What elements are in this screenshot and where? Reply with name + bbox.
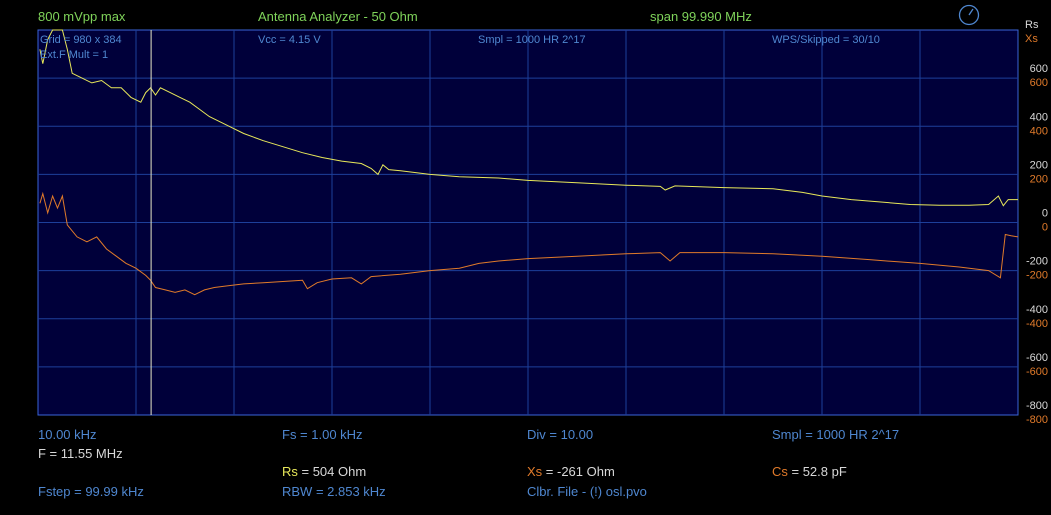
rs-tick-label: 400 <box>1030 111 1048 123</box>
rs-tick-label: -400 <box>1026 304 1048 316</box>
cs-readout-value: = 52.8 pF <box>787 464 847 479</box>
level-label: 800 mVpp max <box>38 9 126 24</box>
trace-xs <box>39 191 1019 296</box>
grid-size-readout: Grid = 980 x 384 <box>40 34 122 46</box>
span-label: span 99.990 MHz <box>650 9 752 24</box>
start-frequency: 10.00 kHz <box>38 427 97 442</box>
div-readout: Div = 10.00 <box>527 427 594 442</box>
rs-tick-label: 200 <box>1030 159 1048 171</box>
traces <box>39 29 1019 415</box>
xs-tick-label: 400 <box>1030 125 1048 137</box>
window-title: Antenna Analyzer - 50 Ohm <box>258 9 418 24</box>
plot-grid <box>38 30 1018 415</box>
rs-readout-label: Rs <box>282 464 298 479</box>
sample-readout: Smpl = 1000 HR 2^17 <box>478 34 586 46</box>
fs-readout: Fs = 1.00 kHz <box>282 427 363 442</box>
rs-tick-label: -800 <box>1026 400 1048 412</box>
xs-tick-label: -400 <box>1026 318 1048 330</box>
gauge-icon[interactable] <box>958 4 980 26</box>
xs-tick-label: 600 <box>1030 77 1048 89</box>
cs-readout-label: Cs <box>772 464 788 479</box>
xs-tick-label: 200 <box>1030 173 1048 185</box>
rs-readout: Rs = 504 Ohm <box>282 464 366 479</box>
rs-tick-label: -600 <box>1026 352 1048 364</box>
cs-readout: Cs = 52.8 pF <box>772 464 847 479</box>
wps-readout: WPS/Skipped = 30/10 <box>772 34 880 46</box>
xs-axis-title: Xs <box>1025 33 1038 45</box>
calibration-file: Clbr. File - (!) osl.pvo <box>527 484 647 499</box>
xs-tick-label: -600 <box>1026 366 1048 378</box>
fstep-readout: Fstep = 99.99 kHz <box>38 484 144 499</box>
rs-tick-label: 600 <box>1030 63 1048 75</box>
xs-tick-label: -200 <box>1026 270 1048 282</box>
xs-readout-label: Xs <box>527 464 543 479</box>
rs-tick-label: 0 <box>1042 208 1048 220</box>
xs-readout-value: = -261 Ohm <box>542 464 615 479</box>
xs-tick-label: 0 <box>1042 222 1048 234</box>
xs-tick-label: -800 <box>1026 414 1048 426</box>
cursor-frequency: F = 11.55 MHz <box>38 446 123 461</box>
rbw-readout: RBW = 2.853 kHz <box>282 484 386 499</box>
vcc-readout: Vcc = 4.15 V <box>258 34 321 46</box>
smpl-readout: Smpl = 1000 HR 2^17 <box>772 427 900 442</box>
rs-readout-value: = 504 Ohm <box>297 464 367 479</box>
rs-axis-title: Rs <box>1025 19 1039 31</box>
rs-tick-label: -200 <box>1026 256 1048 268</box>
xs-readout: Xs = -261 Ohm <box>527 464 615 479</box>
ext-mult-readout: Ext.F Mult = 1 <box>40 49 109 61</box>
trace-rs <box>39 29 1018 207</box>
y-axis-ticks: 600 600 400 400 200 200 0 0 -200 -200 -400 -400 -600… <box>1026 63 1048 426</box>
